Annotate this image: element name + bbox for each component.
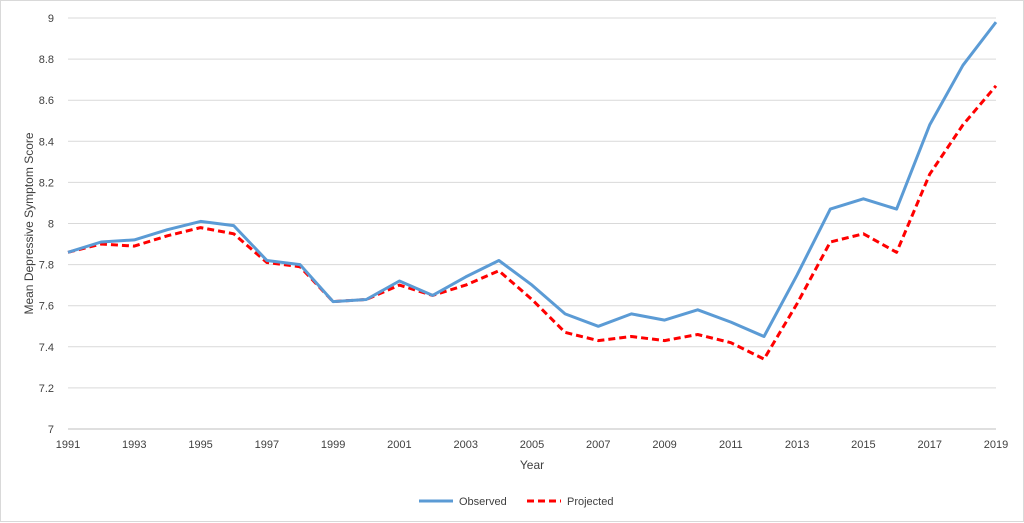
- series-line-projected: [67, 84, 998, 361]
- y-tick-label: 7.6: [39, 301, 54, 313]
- x-tick-label: 2019: [984, 439, 1008, 451]
- y-tick-label: 7: [48, 424, 54, 436]
- x-tick-label: 2007: [586, 439, 610, 451]
- x-tick-label: 2017: [917, 439, 941, 451]
- x-tick-label: 2001: [387, 439, 411, 451]
- x-tick-label: 2011: [719, 439, 743, 451]
- y-tick-label: 7.8: [39, 260, 54, 272]
- legend-label-projected: Projected: [567, 496, 613, 508]
- series-line-observed: [67, 21, 998, 338]
- x-tick-label: 1993: [122, 439, 146, 451]
- y-axis-title: Mean Depressive Symptom Score: [22, 132, 36, 314]
- x-tick-label: 1997: [255, 439, 279, 451]
- x-tick-label: 1995: [188, 439, 212, 451]
- x-tick-label: 1999: [321, 439, 345, 451]
- x-tick-label: 2009: [652, 439, 676, 451]
- x-axis-title: Year: [520, 458, 544, 472]
- x-tick-label: 2013: [785, 439, 809, 451]
- y-tick-label: 7.4: [39, 342, 54, 354]
- y-tick-label: 8.6: [39, 95, 54, 107]
- x-tick-label: 1991: [56, 439, 80, 451]
- series-lines: [67, 21, 998, 361]
- y-tick-label: 9: [48, 13, 54, 25]
- y-tick-label: 7.2: [39, 383, 54, 395]
- legend: Observed Projected: [419, 496, 613, 508]
- legend-label-observed: Observed: [459, 496, 507, 508]
- y-tick-label: 8: [48, 219, 54, 231]
- x-tick-label: 2005: [520, 439, 544, 451]
- y-tick-label: 8.4: [39, 136, 54, 148]
- y-tick-label: 8.8: [39, 54, 54, 66]
- x-tick-label: 2015: [851, 439, 875, 451]
- x-axis-ticks: 1991 1993 1995 1997 1999 2001 2003 2005 2007 2009…: [56, 439, 1008, 451]
- x-tick-label: 2003: [453, 439, 477, 451]
- y-axis-ticks: 7 7.2 7.4 7.6 7.8 8 8.2 8.4 8.6 8.8 9: [39, 13, 54, 436]
- gridlines: [68, 17, 996, 389]
- y-tick-label: 8.2: [39, 177, 54, 189]
